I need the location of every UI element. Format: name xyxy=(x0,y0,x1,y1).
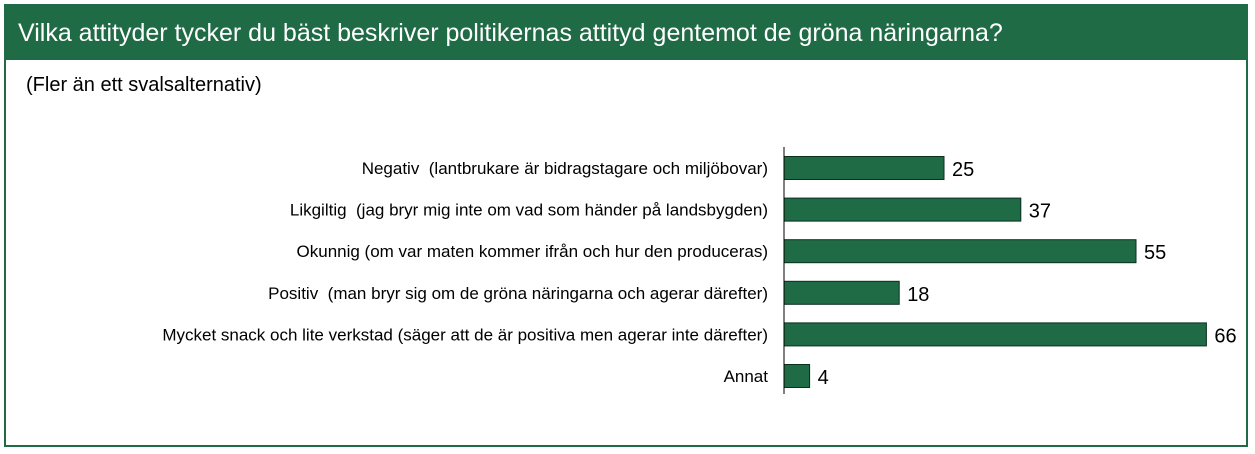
category-label: Positiv (man bryr sig om de gröna näring… xyxy=(268,284,768,303)
bar xyxy=(783,322,1207,347)
category-label: Annat xyxy=(724,367,769,386)
chart-subtitle: (Fler än ett svalsalternativ) xyxy=(26,74,262,96)
chart-title: Vilka attityder tycker du bäst beskriver… xyxy=(6,6,1246,60)
bar xyxy=(783,364,811,388)
bar xyxy=(783,280,900,305)
bar xyxy=(783,239,1137,264)
bar xyxy=(783,156,945,180)
category-label: Mycket snack och lite verkstad (säger at… xyxy=(162,325,768,344)
chart-frame: Vilka attityder tycker du bäst beskriver… xyxy=(4,4,1248,447)
bar-value-label: 37 xyxy=(1029,201,1051,223)
bar-value-label: 55 xyxy=(1144,242,1166,264)
bar-value-label: 25 xyxy=(952,159,974,181)
category-label: Negativ (lantbrukare är bidragstagare oc… xyxy=(362,159,768,178)
category-label: Likgiltig (jag bryr mig inte om vad som … xyxy=(290,201,768,220)
bars-group: Negativ (lantbrukare är bidragstagare oc… xyxy=(162,156,1237,389)
bar xyxy=(783,197,1022,222)
bar-value-label: 66 xyxy=(1214,325,1236,347)
bar-value-label: 4 xyxy=(818,367,829,389)
category-label: Okunnig (om var maten kommer ifrån och h… xyxy=(297,242,768,261)
bar-value-label: 18 xyxy=(907,284,929,306)
